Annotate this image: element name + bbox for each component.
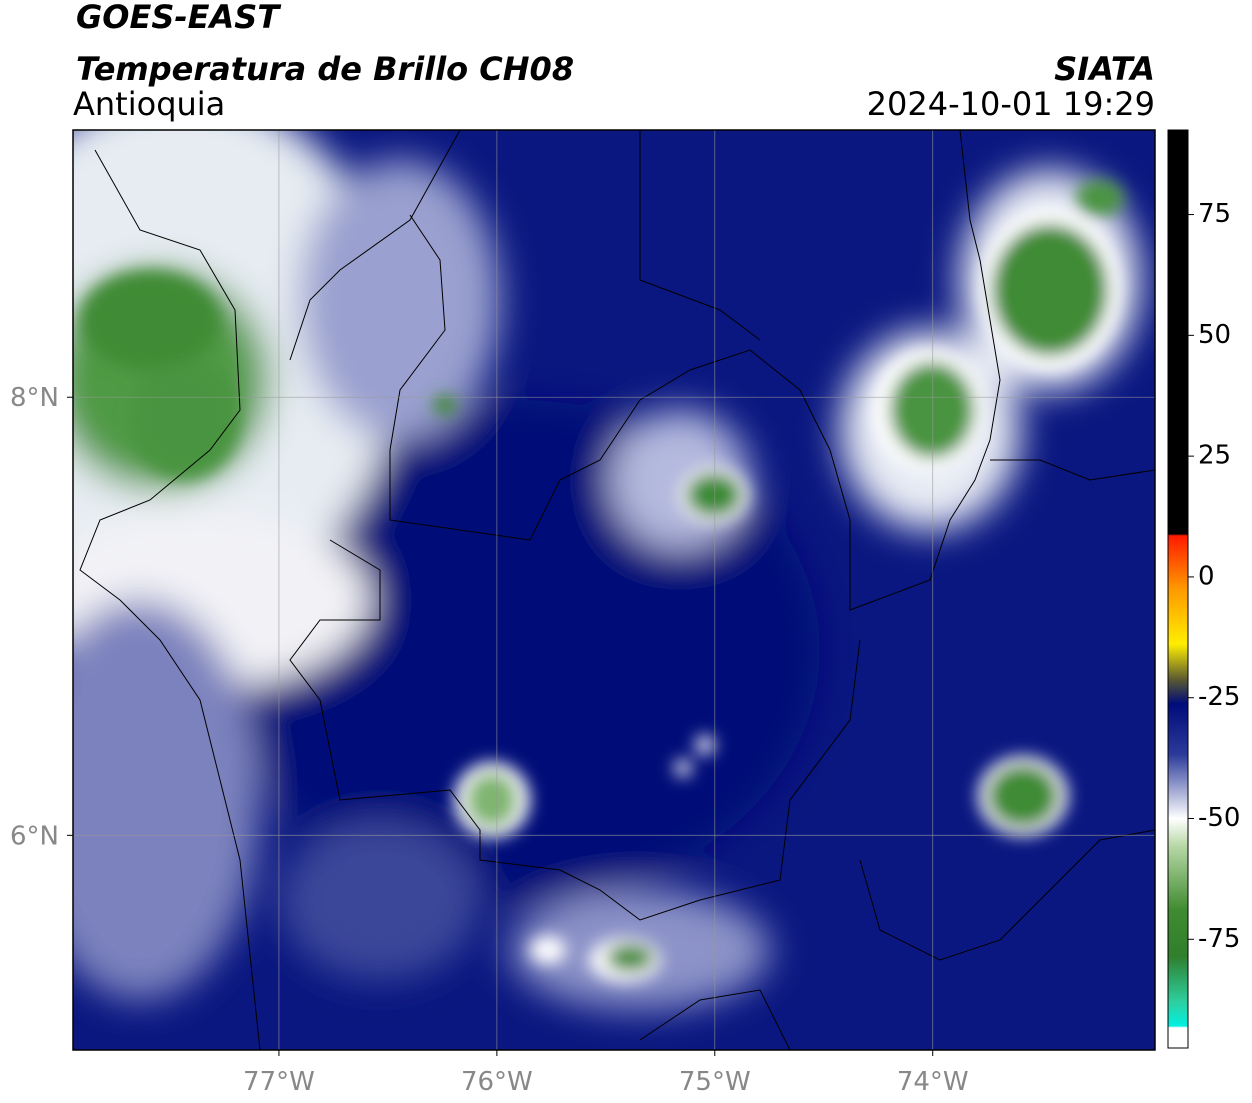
satellite-image <box>73 130 1155 1050</box>
title: GOES-EAST <box>76 0 281 36</box>
x-tick-label: 77°W <box>243 1067 315 1097</box>
x-tick-label: 75°W <box>679 1067 751 1097</box>
colorbar-tick-label: 25 <box>1198 441 1231 471</box>
region: Antioquia <box>73 85 225 123</box>
map-frame <box>72 129 1156 1051</box>
x-tick-label: 76°W <box>461 1067 533 1097</box>
colorbar-tick-label: 75 <box>1198 199 1231 229</box>
colorbar-tick-label: 50 <box>1198 320 1231 350</box>
subtitle: Temperatura de Brillo CH08 <box>76 50 574 88</box>
colorbar-tick-label: -50 <box>1198 803 1240 833</box>
colorbar-tick-label: 0 <box>1198 561 1215 591</box>
colorbar <box>1167 129 1189 1049</box>
colorbar-tick-label: -25 <box>1198 682 1240 712</box>
source: SIATA <box>1054 50 1155 88</box>
borders <box>79 130 1155 1050</box>
y-tick-label: 6°N <box>10 821 59 851</box>
colorbar-tick-label: -75 <box>1198 924 1240 954</box>
y-tick-label: 8°N <box>10 383 59 413</box>
datetime: 2024-10-01 19:29 <box>867 85 1155 123</box>
x-tick-label: 74°W <box>897 1067 969 1097</box>
